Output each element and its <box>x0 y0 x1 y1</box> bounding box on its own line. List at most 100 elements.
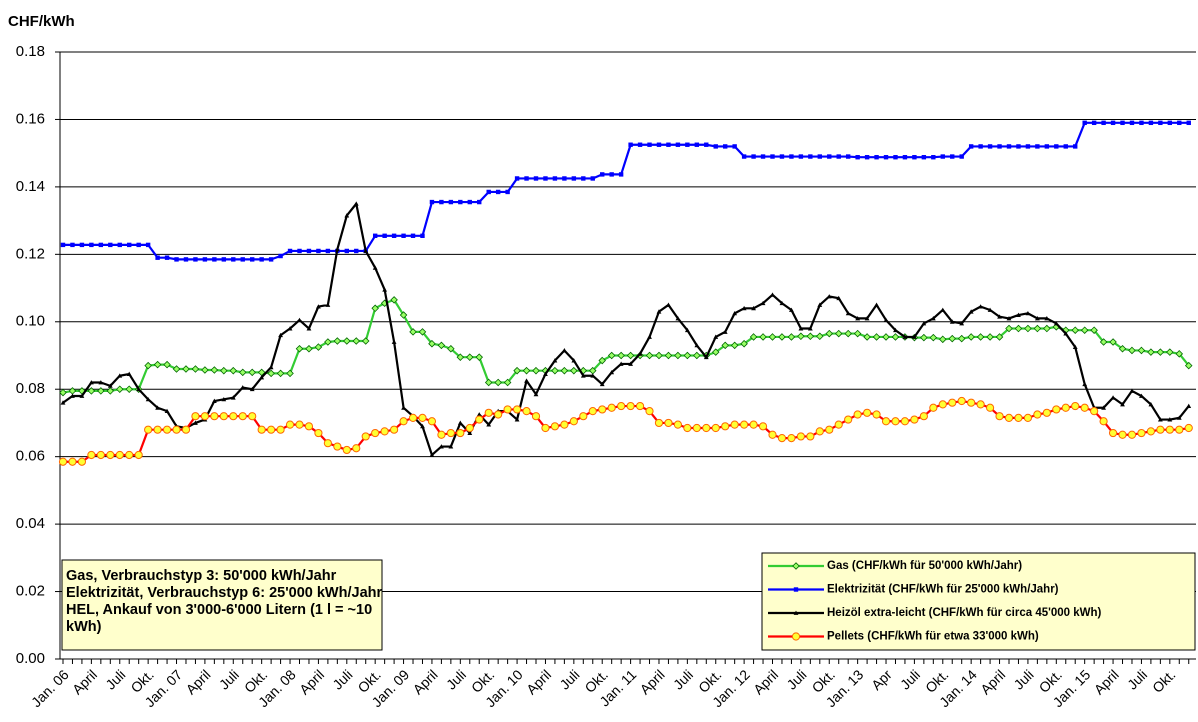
data-point <box>656 309 662 314</box>
data-point <box>793 587 799 592</box>
data-point <box>664 351 673 360</box>
data-point <box>683 351 692 360</box>
data-point <box>588 407 597 416</box>
data-point <box>732 310 738 316</box>
data-point <box>1166 348 1174 356</box>
data-point <box>334 246 340 252</box>
data-point <box>1033 324 1042 333</box>
data-point <box>543 371 548 376</box>
data-point <box>939 335 947 344</box>
data-point <box>257 425 266 434</box>
data-point <box>285 420 295 429</box>
data-point <box>1184 423 1193 433</box>
data-point <box>304 422 314 431</box>
data-point <box>607 351 616 360</box>
data-point <box>882 333 890 341</box>
y-tick-label: 0.00 <box>16 650 45 667</box>
data-point <box>267 369 275 378</box>
data-point <box>1025 144 1031 149</box>
data-point <box>655 351 663 360</box>
data-point <box>164 408 170 414</box>
data-point <box>834 329 843 338</box>
data-point <box>408 413 418 422</box>
data-point <box>626 401 635 411</box>
data-point <box>730 341 739 350</box>
data-point <box>817 302 823 307</box>
data-point <box>1186 120 1191 126</box>
data-point <box>1063 144 1068 149</box>
data-point <box>723 144 728 149</box>
data-point <box>1148 120 1154 126</box>
data-point <box>457 420 463 425</box>
data-point <box>420 233 425 238</box>
data-point <box>647 334 652 339</box>
data-point <box>730 420 739 429</box>
data-point <box>816 332 824 341</box>
data-point <box>874 155 879 160</box>
data-point <box>495 189 501 195</box>
data-point <box>967 333 975 341</box>
data-point <box>1006 144 1012 149</box>
data-point <box>560 366 569 375</box>
data-point <box>645 351 654 360</box>
data-point <box>96 450 105 460</box>
data-point <box>115 385 124 393</box>
data-point <box>1080 326 1089 334</box>
data-point <box>863 408 872 417</box>
data-point <box>853 329 862 338</box>
y-tick-label: 0.08 <box>16 380 45 397</box>
data-point <box>985 403 995 412</box>
data-point <box>276 369 285 378</box>
data-point <box>1165 425 1174 434</box>
data-point <box>618 361 624 366</box>
data-point <box>1035 144 1040 149</box>
data-point <box>144 425 153 434</box>
data-point <box>191 365 200 373</box>
data-point <box>957 334 966 343</box>
data-point <box>948 398 957 407</box>
data-point <box>391 233 397 238</box>
data-point <box>721 341 729 350</box>
data-point <box>1167 120 1173 126</box>
data-point <box>666 302 671 307</box>
data-point <box>229 366 238 375</box>
data-point <box>883 155 889 160</box>
data-point <box>968 144 974 149</box>
data-point <box>770 154 775 159</box>
data-point <box>598 356 606 365</box>
data-point <box>117 242 122 248</box>
data-point <box>456 428 465 438</box>
data-point <box>1101 120 1106 126</box>
data-point <box>864 155 870 160</box>
series-line <box>63 121 1189 261</box>
data-point <box>1090 407 1099 416</box>
data-point <box>382 287 388 292</box>
data-point <box>70 242 75 248</box>
data-point <box>550 422 560 431</box>
data-point <box>792 562 800 570</box>
data-point <box>342 445 351 455</box>
data-point <box>183 257 189 262</box>
data-point <box>1175 425 1184 434</box>
data-point <box>145 396 151 402</box>
data-point <box>694 142 700 147</box>
data-point <box>325 248 331 254</box>
data-point <box>512 405 522 414</box>
data-point <box>1110 395 1116 400</box>
data-point <box>940 307 946 312</box>
data-point <box>891 417 900 426</box>
data-point <box>987 144 993 149</box>
data-point <box>458 199 463 205</box>
data-point <box>844 329 852 338</box>
data-point <box>683 423 692 433</box>
data-point <box>136 386 142 392</box>
data-point <box>297 317 302 323</box>
data-point <box>70 393 75 398</box>
data-point <box>740 339 748 348</box>
data-point <box>590 373 596 378</box>
data-point <box>1071 401 1080 411</box>
data-point <box>1024 324 1032 333</box>
data-point <box>551 366 559 375</box>
data-point <box>316 248 321 254</box>
data-point <box>202 257 208 262</box>
